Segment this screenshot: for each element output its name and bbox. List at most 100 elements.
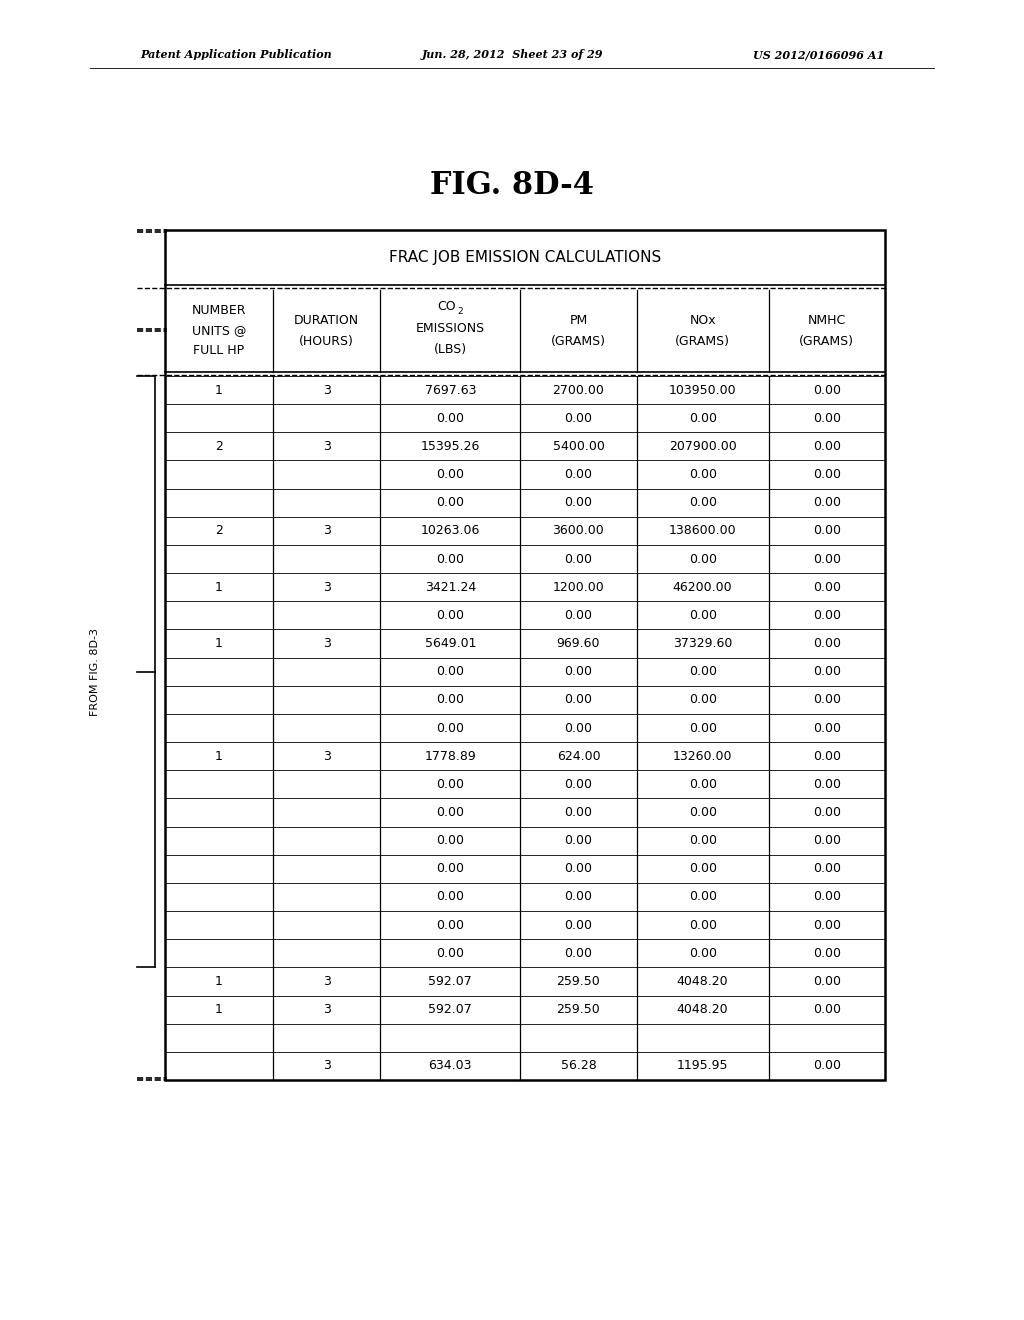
Text: 0.00: 0.00 [689,693,717,706]
Text: 2: 2 [458,306,463,315]
Text: 0.00: 0.00 [564,553,593,565]
Text: FIG. 8D-4: FIG. 8D-4 [430,169,594,201]
Text: 0.00: 0.00 [813,693,841,706]
Bar [165,230,885,1080]
Text: 1195.95: 1195.95 [677,1060,728,1072]
Text: 0.00: 0.00 [813,384,841,396]
Text: PM: PM [569,314,588,327]
Text: 0.00: 0.00 [813,412,841,425]
Text: 0.00: 0.00 [813,638,841,649]
Text: 0.00: 0.00 [436,834,464,847]
Text: 0.00: 0.00 [689,553,717,565]
Text: 0.00: 0.00 [436,919,464,932]
Text: 0.00: 0.00 [564,919,593,932]
Text: EMISSIONS: EMISSIONS [416,322,485,335]
Text: NUMBER: NUMBER [191,305,246,318]
Text: (GRAMS): (GRAMS) [551,334,606,347]
Text: 3: 3 [323,638,331,649]
Text: 0.00: 0.00 [689,862,717,875]
Text: 0.00: 0.00 [564,834,593,847]
Text: 3421.24: 3421.24 [425,581,476,594]
Text: 10263.06: 10263.06 [421,524,480,537]
Text: 0.00: 0.00 [813,834,841,847]
Text: 0.00: 0.00 [564,469,593,480]
Text: 0.00: 0.00 [813,440,841,453]
Text: 0.00: 0.00 [813,553,841,565]
Text: 0.00: 0.00 [813,750,841,763]
Text: 0.00: 0.00 [813,722,841,734]
Text: 0.00: 0.00 [436,496,464,510]
Text: 0.00: 0.00 [689,891,717,903]
Text: 0.00: 0.00 [436,807,464,818]
Text: 0.00: 0.00 [436,469,464,480]
Text: 0.00: 0.00 [813,946,841,960]
Text: 3: 3 [323,1003,331,1016]
Text: 46200.00: 46200.00 [673,581,732,594]
Text: 3: 3 [323,524,331,537]
Text: (GRAMS): (GRAMS) [800,334,854,347]
Text: 0.00: 0.00 [564,412,593,425]
Text: 5649.01: 5649.01 [425,638,476,649]
Text: 0.00: 0.00 [813,975,841,987]
Text: 0.00: 0.00 [436,665,464,678]
Text: UNITS @: UNITS @ [191,325,246,338]
Text: (GRAMS): (GRAMS) [675,334,730,347]
Text: FROM FIG. 8D-3: FROM FIG. 8D-3 [90,628,100,715]
Text: 3600.00: 3600.00 [553,524,604,537]
Text: 138600.00: 138600.00 [669,524,736,537]
Text: 2: 2 [215,524,223,537]
Text: 3: 3 [323,975,331,987]
Text: NOx: NOx [689,314,716,327]
Text: 1: 1 [215,581,223,594]
Text: 1778.89: 1778.89 [425,750,476,763]
Text: Jun. 28, 2012  Sheet 23 of 29: Jun. 28, 2012 Sheet 23 of 29 [421,49,603,61]
Text: 0.00: 0.00 [564,862,593,875]
Text: CO: CO [437,300,456,313]
Text: 2: 2 [215,440,223,453]
Text: 207900.00: 207900.00 [669,440,736,453]
Text: 0.00: 0.00 [564,946,593,960]
Text: 3: 3 [323,384,331,396]
Text: 3: 3 [323,440,331,453]
Text: 0.00: 0.00 [436,722,464,734]
Text: (HOURS): (HOURS) [299,334,354,347]
Text: 0.00: 0.00 [564,609,593,622]
Text: 0.00: 0.00 [689,722,717,734]
Text: 0.00: 0.00 [813,1060,841,1072]
Text: 0.00: 0.00 [564,722,593,734]
Text: 37329.60: 37329.60 [673,638,732,649]
Text: 0.00: 0.00 [436,412,464,425]
Text: 634.03: 634.03 [429,1060,472,1072]
Text: 0.00: 0.00 [436,946,464,960]
Text: 0.00: 0.00 [813,581,841,594]
Text: 0.00: 0.00 [436,777,464,791]
Text: 0.00: 0.00 [689,834,717,847]
Text: 0.00: 0.00 [813,496,841,510]
Text: 4048.20: 4048.20 [677,1003,728,1016]
Text: 1: 1 [215,638,223,649]
Text: 0.00: 0.00 [564,693,593,706]
Text: 259.50: 259.50 [557,975,600,987]
Text: 0.00: 0.00 [689,496,717,510]
Text: 0.00: 0.00 [813,665,841,678]
Text: FULL HP: FULL HP [194,345,245,358]
Text: 0.00: 0.00 [689,609,717,622]
Text: 103950.00: 103950.00 [669,384,736,396]
Text: 0.00: 0.00 [813,807,841,818]
Text: 0.00: 0.00 [436,862,464,875]
Text: 5400.00: 5400.00 [553,440,604,453]
Text: 0.00: 0.00 [689,919,717,932]
Text: 7697.63: 7697.63 [425,384,476,396]
Text: 1: 1 [215,384,223,396]
Text: 0.00: 0.00 [564,665,593,678]
Text: 0.00: 0.00 [689,777,717,791]
Text: 0.00: 0.00 [564,891,593,903]
Text: 0.00: 0.00 [689,412,717,425]
Text: 0.00: 0.00 [436,891,464,903]
Text: 624.00: 624.00 [557,750,600,763]
Text: 4048.20: 4048.20 [677,975,728,987]
Text: 15395.26: 15395.26 [421,440,480,453]
Text: 3: 3 [323,1060,331,1072]
Text: 0.00: 0.00 [813,1003,841,1016]
Text: 0.00: 0.00 [813,862,841,875]
